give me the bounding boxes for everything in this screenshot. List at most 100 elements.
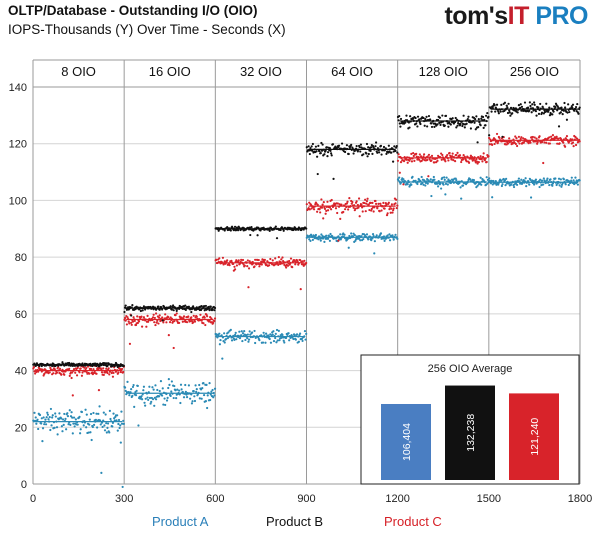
- scatter-point-product-a: [396, 237, 399, 241]
- scatter-point-product-c: [491, 143, 494, 146]
- scatter-point-product-c: [402, 183, 405, 186]
- y-tick-label: 40: [15, 366, 27, 378]
- scatter-point-product-a: [97, 412, 100, 415]
- scatter-point-product-a: [555, 183, 558, 187]
- scatter-point-product-a: [488, 177, 491, 180]
- scatter-point-product-a: [65, 428, 68, 431]
- scatter-point-product-b: [566, 111, 569, 114]
- scatter-point-product-c: [428, 158, 431, 161]
- scatter-point-product-b: [532, 109, 535, 112]
- scatter-point-product-a: [576, 183, 579, 186]
- scatter-point-product-b: [320, 149, 324, 152]
- scatter-point-product-b: [574, 105, 578, 109]
- x-tick-label: 0: [30, 493, 36, 505]
- scatter-point-product-c: [363, 201, 366, 205]
- scatter-point-product-a: [143, 401, 146, 404]
- scatter-point-product-c: [354, 207, 357, 210]
- scatter-point-product-a: [443, 178, 446, 181]
- inset-title: 256 OIO Average: [428, 363, 513, 375]
- scatter-point-product-c: [498, 136, 501, 139]
- scatter-point-product-a: [46, 413, 49, 416]
- scatter-point-product-c: [152, 313, 155, 316]
- scatter-point-product-c: [406, 161, 409, 164]
- scatter-point-product-c: [110, 371, 113, 375]
- scatter-point-product-a: [148, 385, 151, 388]
- scatter-point-product-a: [394, 233, 397, 236]
- scatter-point-product-a: [149, 402, 152, 405]
- scatter-point-product-b: [503, 101, 507, 104]
- scatter-point-product-c: [288, 259, 291, 263]
- scatter-point-product-c: [218, 257, 221, 260]
- scatter-point-product-c: [125, 323, 129, 326]
- scatter-point-product-b: [497, 112, 500, 115]
- scatter-point-product-b: [157, 305, 160, 308]
- scatter-point-product-b: [395, 144, 398, 148]
- scatter-point-product-a: [194, 384, 197, 387]
- scatter-point-product-a: [191, 400, 194, 403]
- scatter-point-product-b: [175, 309, 178, 312]
- chart-subtitle: IOPS-Thousands (Y) Over Time - Seconds (…: [8, 22, 286, 37]
- scatter-point-product-c: [398, 171, 401, 174]
- scatter-point-product-b: [461, 124, 464, 128]
- scatter-point-product-a: [152, 388, 155, 391]
- scatter-point-product-c: [237, 259, 240, 262]
- scatter-point-product-c: [508, 137, 511, 140]
- scatter-point-product-a: [119, 424, 122, 427]
- scatter-point-product-a: [539, 178, 542, 181]
- scatter-point-product-b: [543, 110, 547, 114]
- scatter-point-product-b: [382, 145, 386, 149]
- scatter-point-product-b: [547, 109, 550, 112]
- scatter-point-product-a: [53, 426, 56, 429]
- scatter-point-product-c: [351, 200, 354, 204]
- scatter-point-product-c: [174, 314, 177, 317]
- scatter-point-product-a: [311, 238, 314, 241]
- scatter-point-product-b: [554, 106, 557, 109]
- scatter-point-product-c: [418, 158, 421, 161]
- inset-bar: [381, 403, 431, 480]
- scatter-point-product-b: [316, 172, 319, 176]
- scatter-point-product-a: [178, 389, 181, 392]
- scatter-point-product-b: [203, 309, 206, 312]
- scatter-point-product-c: [192, 314, 195, 317]
- inset-bar: [509, 393, 559, 480]
- scatter-point-product-c: [376, 207, 379, 210]
- scatter-point-product-c: [260, 263, 263, 266]
- scatter-point-product-c: [303, 259, 306, 262]
- scatter-point-product-c: [361, 206, 364, 209]
- scatter-point-product-b: [366, 155, 369, 158]
- scatter-point-product-a: [485, 176, 488, 179]
- scatter-point-product-c: [235, 259, 238, 262]
- scatter-point-product-c: [228, 264, 231, 267]
- scatter-point-product-b: [359, 150, 362, 153]
- scatter-point-product-a: [79, 428, 82, 431]
- scatter-point-product-a: [422, 183, 425, 186]
- scatter-point-product-c: [157, 322, 160, 325]
- scatter-point-product-c: [206, 315, 209, 318]
- scatter-point-product-c: [286, 260, 289, 263]
- scatter-point-product-c: [357, 206, 360, 209]
- scatter-point-product-c: [517, 135, 521, 138]
- scatter-point-product-b: [426, 125, 429, 128]
- scatter-point-product-a: [558, 184, 561, 187]
- scatter-point-product-c: [93, 370, 96, 373]
- scatter-point-product-c: [83, 366, 86, 369]
- scatter-point-product-a: [154, 398, 158, 401]
- scatter-point-product-a: [406, 183, 409, 186]
- scatter-point-product-b: [577, 112, 580, 115]
- scatter-point-product-c: [394, 202, 397, 205]
- scatter-point-product-a: [574, 176, 577, 179]
- scatter-point-product-c: [155, 321, 158, 324]
- scatter-point-product-b: [451, 117, 454, 120]
- scatter-point-product-c: [112, 371, 115, 374]
- scatter-point-product-a: [469, 178, 472, 181]
- scatter-point-product-c: [204, 323, 207, 327]
- scatter-point-product-c: [418, 153, 421, 156]
- scatter-point-product-a: [92, 411, 95, 415]
- scatter-point-product-b: [565, 118, 569, 121]
- scatter-point-product-a: [420, 175, 423, 179]
- scatter-point-product-c: [156, 319, 159, 322]
- scatter-point-product-a: [254, 341, 257, 345]
- scatter-point-product-b: [379, 144, 383, 148]
- scatter-point-product-a: [219, 338, 222, 342]
- scatter-point-product-c: [68, 374, 71, 377]
